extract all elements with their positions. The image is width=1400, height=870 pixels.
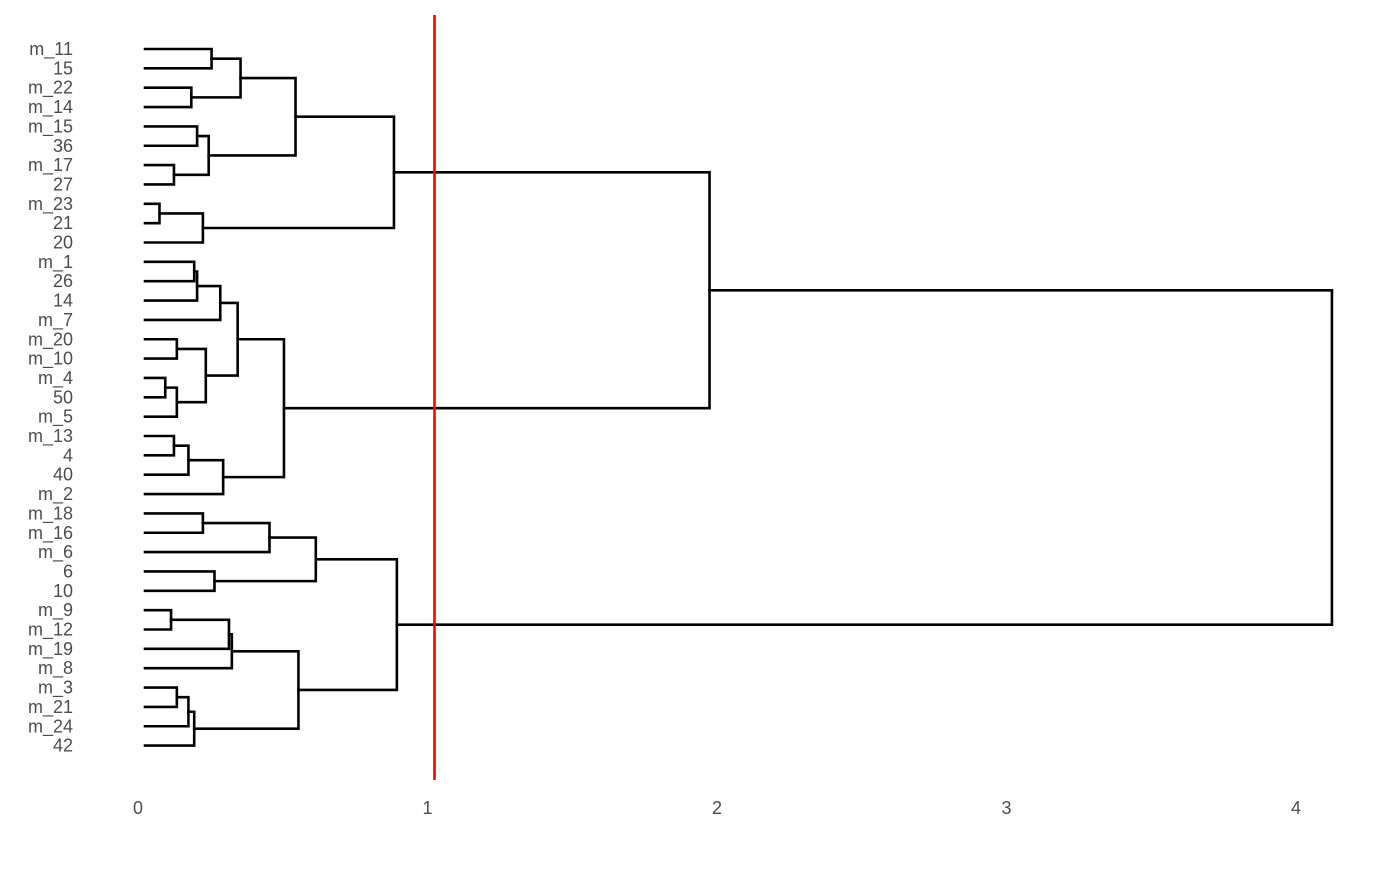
leaf-label: m_13	[28, 426, 73, 447]
dendrogram-branch	[143, 376, 167, 399]
leaf-label: 4	[63, 445, 73, 465]
leaf-label: m_14	[28, 97, 73, 118]
dendrogram-branch	[204, 301, 239, 377]
leaf-label: 27	[53, 174, 73, 194]
dendrogram-branch	[143, 512, 205, 535]
leaf-label: 10	[53, 581, 73, 601]
leaf-label: 20	[53, 233, 73, 253]
leaf-label: m_16	[28, 523, 73, 544]
dendrogram-branch	[143, 337, 179, 360]
leaf-label: 15	[53, 58, 73, 78]
leaf-label: m_15	[28, 116, 73, 137]
dendrogram-branch	[143, 386, 179, 418]
dendrogram-branch	[143, 47, 213, 70]
leaf-label: m_22	[28, 78, 73, 99]
leaf-label: m_6	[38, 542, 73, 563]
dendrogram-branch	[143, 686, 179, 709]
dendrogram-branch	[143, 633, 234, 670]
dendrogram-branch	[143, 202, 161, 225]
leaf-label: m_5	[38, 407, 73, 428]
dendrogram-branch	[143, 710, 196, 747]
dendrogram-branch	[143, 434, 176, 457]
x-axis-ticks: 0 1 2 3 4	[133, 798, 1301, 818]
leaf-label: m_8	[38, 658, 73, 679]
dendrogram-branch	[143, 86, 193, 109]
dendrogram-branch	[207, 76, 297, 157]
dendrogram-branch	[143, 618, 231, 651]
leaf-label: m_24	[28, 716, 73, 737]
dendrogram-branch	[143, 125, 199, 148]
dendrogram-branch	[143, 521, 271, 554]
leaf-label: m_20	[28, 329, 73, 350]
dendrogram-branch	[172, 134, 210, 177]
dendrogram-branch	[201, 115, 396, 230]
dendrogram-branch	[175, 347, 208, 404]
leaf-label: 50	[53, 387, 73, 407]
leaf-label: m_2	[38, 484, 73, 505]
leaf-label: 26	[53, 271, 73, 291]
leaf-label: m_17	[28, 155, 73, 176]
dendrogram-branch	[143, 570, 216, 593]
dendrogram-branch	[213, 536, 318, 583]
x-tick-label: 4	[1291, 798, 1301, 818]
dendrogram-branch	[143, 284, 222, 322]
leaf-label: m_19	[28, 639, 73, 660]
dendrogram-branch	[143, 212, 205, 244]
leaf-label: m_10	[28, 349, 73, 370]
dendrogram-branch	[143, 608, 173, 631]
dendrogram-branch	[192, 649, 300, 730]
dendrogram-branch	[282, 171, 711, 410]
dendrogram-branch	[297, 558, 399, 692]
leaf-label: m_4	[38, 368, 73, 389]
leaf-label: 42	[53, 736, 73, 756]
x-tick-label: 2	[712, 798, 722, 818]
leaf-label: m_18	[28, 503, 73, 524]
leaf-label: 36	[53, 136, 73, 156]
leaf-label: m_3	[38, 678, 73, 699]
dendrogram-branch	[143, 444, 190, 476]
leaf-label: m_7	[38, 310, 73, 331]
dendrogram-branch	[143, 260, 196, 283]
leaf-label: m_12	[28, 620, 73, 641]
leaf-label: 40	[53, 465, 73, 485]
leaf-label: 14	[53, 291, 73, 311]
leaf-label: 6	[63, 561, 73, 581]
dendrogram-branch	[143, 163, 176, 186]
leaf-label: m_11	[29, 39, 73, 60]
x-tick-label: 3	[1001, 798, 1011, 818]
dendrogram-branch	[143, 458, 225, 496]
leaf-labels: m_1115m_22m_14m_1536m_1727m_232120m_1261…	[28, 39, 73, 756]
dendrogram-branch	[143, 270, 199, 302]
leaf-label: m_23	[28, 194, 73, 215]
dendrogram-branches	[143, 47, 1334, 747]
dendrogram-branch	[395, 288, 1334, 626]
leaf-label: m_1	[38, 252, 73, 273]
dendrogram-branch	[143, 695, 190, 728]
leaf-label: 21	[53, 213, 73, 233]
leaf-label: m_9	[38, 600, 73, 621]
leaf-label: m_21	[28, 697, 73, 718]
dendrogram-branch	[221, 337, 286, 479]
dendrogram-branch	[190, 57, 242, 99]
x-tick-label: 1	[422, 798, 432, 818]
x-tick-label: 0	[133, 798, 143, 818]
